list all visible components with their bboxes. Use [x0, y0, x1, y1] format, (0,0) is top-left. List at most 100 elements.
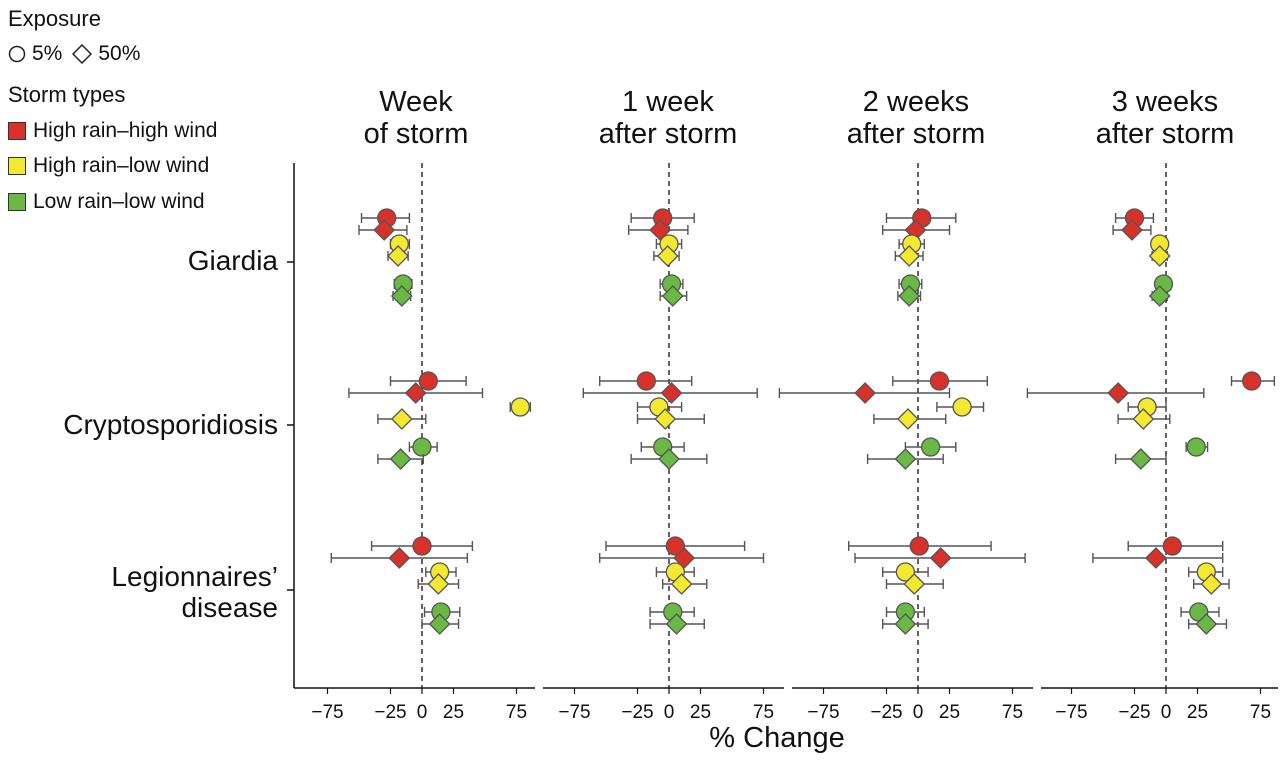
storm-legend-label: Low rain–low wind: [33, 190, 205, 213]
x-tick-label: 75: [753, 702, 774, 723]
circle-marker-icon: [8, 45, 26, 63]
estimate-marker-circle: [1242, 371, 1262, 391]
x-tick-label: 75: [1250, 702, 1271, 723]
storm-legend-item-high-high: High rain–high wind: [8, 119, 217, 143]
estimate-marker-diamond: [898, 285, 921, 307]
exposure-legend-label-5: 5%: [32, 42, 63, 65]
x-tick-label: −25: [374, 702, 406, 723]
estimate-marker-diamond: [1148, 285, 1171, 307]
estimate-marker-diamond: [1200, 573, 1223, 595]
panel-title-line: 2 weeks: [862, 86, 970, 118]
panel-title-2-weeks: 2 weeks after storm: [796, 86, 1036, 150]
estimate-marker-diamond: [1148, 245, 1171, 267]
estimate-marker-diamond: [373, 219, 396, 241]
storm-legend-label: High rain–high wind: [33, 119, 218, 142]
estimate-marker-diamond: [1121, 219, 1143, 241]
estimate-marker-diamond: [854, 382, 876, 404]
estimate-marker-diamond: [1129, 448, 1152, 470]
estimate-marker-circle: [412, 437, 432, 457]
estimate-marker-diamond: [390, 285, 413, 307]
storm-legend-label: High rain–low wind: [33, 154, 210, 177]
panel-title-line: 3 weeks: [1111, 86, 1219, 118]
y-label-giardia: Giardia: [18, 245, 278, 276]
x-tick-label: 75: [1002, 702, 1023, 723]
estimate-marker-diamond: [1145, 547, 1167, 569]
x-tick-label: −75: [807, 702, 839, 723]
x-tick-label: −25: [621, 702, 653, 723]
estimate-marker-diamond: [1107, 382, 1130, 404]
estimate-marker-circle: [1162, 536, 1182, 556]
panel-title-line: after storm: [1095, 118, 1235, 150]
panel-title-line: 1 week: [622, 86, 714, 118]
estimate-marker-diamond: [670, 573, 693, 595]
red-swatch-icon: [8, 122, 26, 140]
panel-title-3-weeks: 3 weeks after storm: [1045, 86, 1284, 150]
estimate-marker-circle: [412, 536, 432, 556]
y-label-cryptosporidiosis: Cryptosporidiosis: [18, 409, 278, 440]
panel-title-1-week: 1 week after storm: [548, 86, 788, 150]
panel-title-line: Week: [379, 86, 453, 118]
green-swatch-icon: [8, 193, 26, 211]
y-label-line: Cryptosporidiosis: [63, 409, 278, 440]
estimate-marker-diamond: [660, 382, 683, 404]
yellow-swatch-icon: [8, 157, 26, 175]
estimate-marker-diamond: [387, 245, 409, 267]
panel-title-line: after storm: [846, 118, 986, 150]
diamond-marker-icon: [72, 44, 93, 64]
x-tick-label: −75: [558, 702, 590, 723]
estimate-marker-circle: [909, 536, 929, 556]
x-tick-label: 0: [913, 702, 924, 723]
estimate-marker-diamond: [404, 382, 427, 404]
storm-legend-item-high-low: High rain–low wind: [8, 154, 209, 178]
panel-title-week-of-storm: Week of storm: [296, 86, 536, 150]
y-label-line: Giardia: [187, 245, 278, 276]
y-label-line: Legionnaires’: [111, 561, 278, 592]
estimate-marker-diamond: [929, 547, 952, 569]
exposure-legend: 5% 50%: [8, 42, 140, 66]
estimate-marker-circle: [952, 397, 972, 417]
estimate-marker-diamond: [894, 613, 917, 635]
estimate-marker-diamond: [665, 613, 688, 635]
x-tick-label: 25: [939, 702, 960, 723]
estimate-marker-diamond: [898, 245, 921, 267]
x-tick-label: 25: [690, 702, 711, 723]
estimate-marker-diamond: [388, 547, 411, 569]
x-axis-title: % Change: [709, 722, 845, 754]
estimate-marker-diamond: [658, 448, 680, 470]
estimate-marker-circle: [895, 562, 916, 582]
x-tick-label: 25: [443, 702, 464, 723]
storm-legend-item-low-low: Low rain–low wind: [8, 190, 205, 214]
x-tick-label: −75: [311, 702, 343, 723]
estimate-marker-circle: [636, 371, 656, 391]
x-tick-label: 25: [1187, 702, 1208, 723]
x-tick-label: 0: [1161, 702, 1172, 723]
estimate-marker-circle: [1186, 437, 1206, 457]
x-tick-label: 0: [417, 702, 428, 723]
estimate-marker-diamond: [427, 573, 450, 595]
estimate-marker-diamond: [661, 285, 684, 307]
y-label-line: disease: [181, 592, 278, 623]
estimate-marker-diamond: [428, 613, 451, 635]
x-tick-label: 0: [664, 702, 675, 723]
estimate-marker-diamond: [894, 448, 917, 470]
estimate-marker-diamond: [673, 547, 696, 569]
exposure-legend-label-50: 50%: [98, 42, 141, 65]
x-tick-label: −25: [870, 702, 902, 723]
estimate-marker-diamond: [654, 408, 677, 430]
exposure-legend-title: Exposure: [8, 6, 101, 31]
x-tick-label: −25: [1118, 702, 1150, 723]
estimate-marker-circle: [920, 437, 941, 457]
x-tick-label: −75: [1055, 702, 1087, 723]
estimate-marker-circle: [665, 536, 685, 556]
estimate-marker-diamond: [656, 245, 679, 267]
y-label-legionnaires: Legionnaires’ disease: [18, 561, 278, 623]
storm-legend-title: Storm types: [8, 82, 126, 107]
estimate-marker-circle: [418, 371, 438, 391]
panel-title-line: after storm: [598, 118, 738, 150]
estimate-marker-diamond: [390, 408, 413, 430]
estimate-marker-diamond: [897, 408, 919, 430]
panel-title-line: of storm: [363, 118, 469, 150]
estimate-marker-diamond: [1195, 613, 1218, 635]
estimate-marker-circle: [510, 397, 530, 417]
